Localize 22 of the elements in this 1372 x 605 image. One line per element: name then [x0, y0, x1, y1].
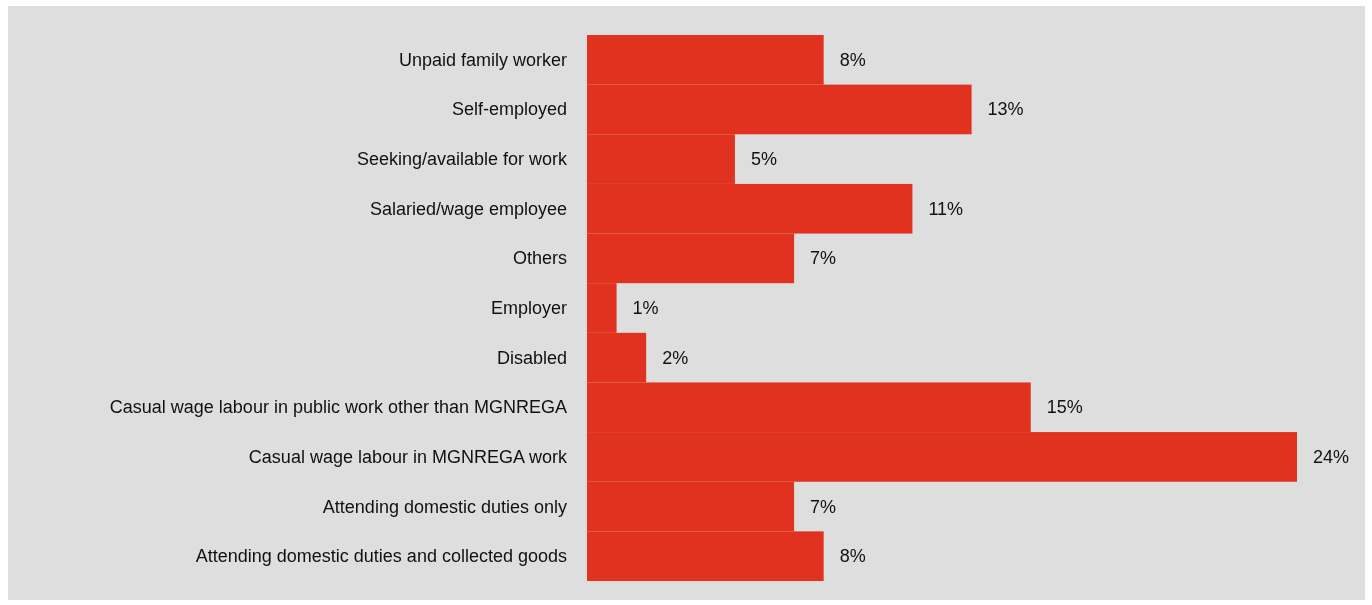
- data-label: 13%: [987, 99, 1024, 120]
- y-tick-label: Salaried/wage employee: [369, 198, 567, 219]
- data-label: 5%: [750, 149, 777, 170]
- data-label: 1%: [632, 298, 659, 318]
- data-label: 7%: [810, 248, 837, 269]
- y-tick-label: Casual wage labour in public work other than MGNREGA: [109, 397, 567, 418]
- y-tick-label: Casual wage labour in MGNREGA work: [248, 446, 568, 467]
- data-label: 8%: [839, 49, 866, 70]
- data-label: 11%: [928, 198, 964, 219]
- y-tick-label: Attending domestic duties only: [322, 496, 567, 517]
- y-tick-label: Seeking/available for work: [356, 149, 568, 170]
- data-label: 15%: [1046, 397, 1083, 418]
- y-tick-label: Employer: [490, 298, 567, 318]
- data-label: 7%: [810, 496, 837, 517]
- data-label: 2%: [662, 347, 689, 368]
- y-tick-label: Attending domestic duties and collected goods: [195, 546, 567, 567]
- y-tick-label: Others: [512, 248, 567, 269]
- data-label: 24%: [1313, 446, 1350, 467]
- y-tick-label: Disabled: [496, 347, 567, 368]
- data-label: 8%: [839, 546, 866, 567]
- y-tick-label: Self-employed: [451, 99, 567, 120]
- y-tick-label: Unpaid family worker: [398, 49, 567, 70]
